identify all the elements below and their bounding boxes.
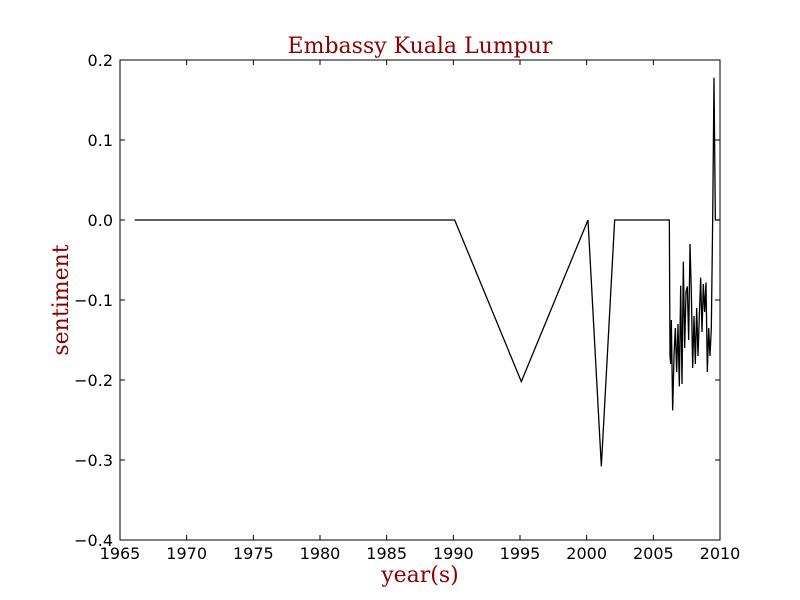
- x-tick-label: 2010: [700, 544, 741, 563]
- y-tick-label: −0.1: [74, 291, 113, 310]
- x-axis-ticks: 1965 1970 1975 1980 1985 1990 1995 2000 2005 2010: [100, 60, 741, 563]
- series-line: [134, 77, 720, 467]
- x-tick-label: 1995: [500, 544, 541, 563]
- plot-frame: [119, 59, 721, 541]
- x-tick-label: 1975: [233, 544, 274, 563]
- y-tick-label: 0.2: [88, 51, 113, 70]
- x-tick-label: 1990: [433, 544, 474, 563]
- y-tick-label: −0.2: [74, 371, 113, 390]
- y-tick-label: −0.3: [74, 451, 113, 470]
- chart-title: Embassy Kuala Lumpur: [288, 34, 553, 59]
- y-tick-label: 0.0: [88, 211, 113, 230]
- x-tick-label: 1980: [300, 544, 341, 563]
- y-tick-label: 0.1: [88, 131, 113, 150]
- x-tick-label: 2000: [566, 544, 607, 563]
- x-tick-label: 2005: [633, 544, 674, 563]
- series-layer: [134, 77, 720, 467]
- y-axis-label: sentiment: [49, 244, 74, 355]
- y-axis-ticks: −0.4 −0.3 −0.2 −0.1 0.0 0.1 0.2: [74, 51, 720, 550]
- y-tick-label: −0.4: [74, 531, 113, 550]
- plot-area: [120, 60, 720, 540]
- x-tick-label: 1965: [100, 544, 141, 563]
- x-tick-label: 1985: [366, 544, 407, 563]
- x-tick-label: 1970: [166, 544, 207, 563]
- x-axis-label: year(s): [380, 563, 459, 588]
